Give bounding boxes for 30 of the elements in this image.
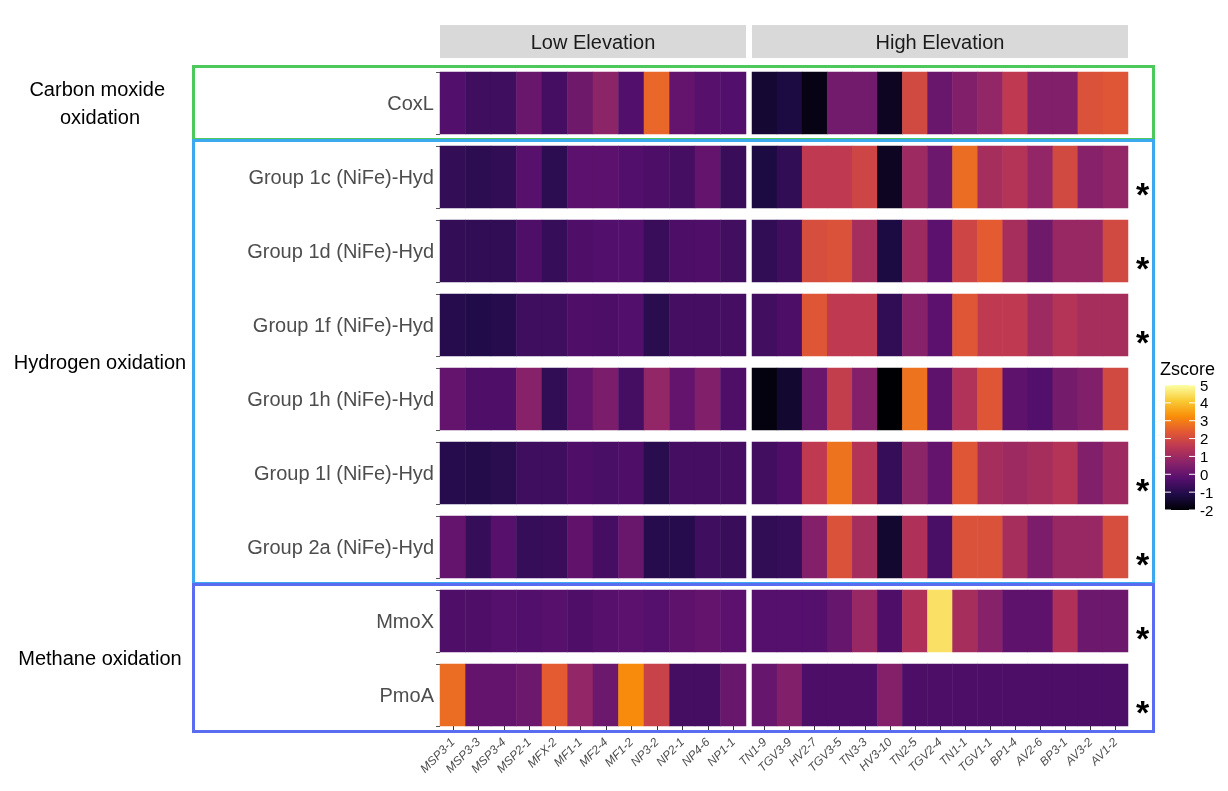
y-tick-label: PmoA [379, 684, 435, 706]
y2-tick-label: * [1136, 471, 1150, 509]
color-bar-title: Zscore [1160, 359, 1216, 379]
color-bar-label: -1 [1200, 483, 1214, 501]
y-tick-label: Group 1f (NiFe)-Hyd [252, 314, 434, 336]
text: Carbon moxide oxidation [29, 78, 171, 128]
color-bar-label: 2 [1200, 430, 1209, 448]
y-tick-label: Group 1l (NiFe)-Hyd [253, 462, 434, 484]
text: Methane oxidation [18, 647, 182, 669]
color-bar-label: 3 [1200, 412, 1209, 430]
y-tick-label: MmoX [376, 610, 434, 632]
y2-tick-label: * [1136, 693, 1150, 731]
y-tick-label: CoxL [387, 92, 434, 114]
color-bar-label: 4 [1200, 394, 1209, 412]
color-bar-label: -2 [1200, 501, 1214, 519]
color-bar-label: 0 [1200, 465, 1209, 483]
color-bar-label: 1 [1200, 447, 1209, 465]
text: Low Elevation [530, 31, 656, 53]
y2-tick-label: * [1136, 619, 1150, 657]
text: Hydrogen oxidation [13, 351, 187, 373]
text: High Elevation [875, 31, 1005, 53]
y-tick-label: Group 1c (NiFe)-Hyd [248, 166, 434, 188]
y2-tick-label: * [1136, 545, 1150, 583]
y2-tick-label: * [1136, 323, 1150, 361]
color-bar-label: 5 [1200, 376, 1209, 394]
y-tick-label: Group 1d (NiFe)-Hyd [247, 240, 434, 262]
y2-tick-label: * [1136, 249, 1150, 287]
y-tick-label: Group 1h (NiFe)-Hyd [247, 388, 434, 410]
y2-tick-label: * [1136, 175, 1150, 213]
y-tick-label: Group 2a (NiFe)-Hyd [247, 536, 434, 558]
